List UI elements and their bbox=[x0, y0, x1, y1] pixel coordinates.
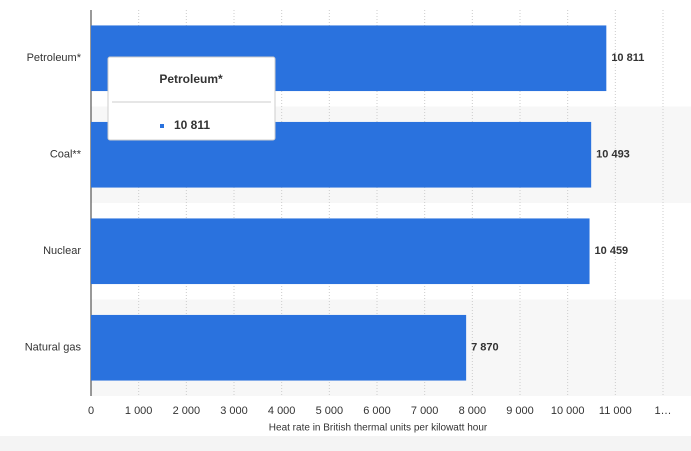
value-label: 10 459 bbox=[595, 245, 629, 257]
x-tick-label: 1 000 bbox=[125, 405, 153, 417]
value-label: 7 870 bbox=[471, 342, 499, 354]
bar bbox=[91, 218, 590, 285]
x-tick-label: 8 000 bbox=[459, 405, 487, 417]
x-tick-label: 4 000 bbox=[268, 405, 296, 417]
x-tick-label: 11 000 bbox=[599, 405, 632, 417]
value-label: 10 811 bbox=[611, 52, 644, 64]
y-tick-label: Petroleum* bbox=[27, 52, 82, 64]
x-tick-label: 5 000 bbox=[316, 405, 344, 417]
value-label: 10 493 bbox=[596, 149, 630, 161]
x-tick-label: 9 000 bbox=[506, 405, 534, 417]
y-tick-label: Nuclear bbox=[43, 245, 81, 257]
tooltip-value: 10 811 bbox=[174, 118, 210, 132]
footer-band bbox=[0, 436, 691, 451]
bar bbox=[91, 314, 467, 381]
tooltip-title: Petroleum* bbox=[159, 72, 223, 86]
x-tick-label: 3 000 bbox=[220, 405, 248, 417]
x-axis-title: Heat rate in British thermal units per k… bbox=[269, 423, 488, 434]
x-tick-label: 7 000 bbox=[411, 405, 439, 417]
y-tick-label: Coal** bbox=[50, 149, 82, 161]
x-tick-label: 1… bbox=[654, 405, 671, 417]
x-tick-label: 0 bbox=[88, 405, 94, 417]
y-tick-label: Natural gas bbox=[25, 342, 82, 354]
tooltip-marker bbox=[160, 124, 164, 128]
tooltip-box bbox=[107, 56, 276, 141]
x-tick-label: 10 000 bbox=[551, 405, 585, 417]
x-tick-label: 2 000 bbox=[173, 405, 201, 417]
x-tick-label: 6 000 bbox=[363, 405, 391, 417]
